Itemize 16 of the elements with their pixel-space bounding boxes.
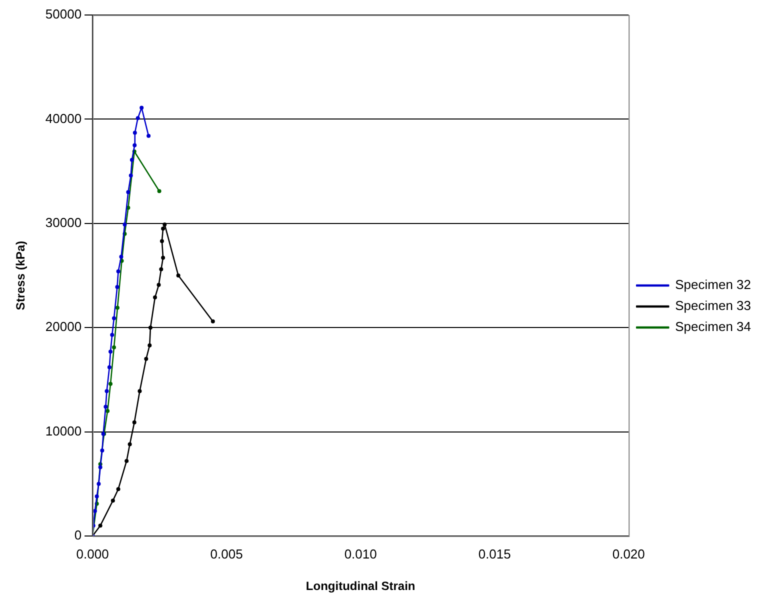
y-tick-label: 20000 xyxy=(45,319,82,334)
y-tick-label: 50000 xyxy=(45,6,82,22)
x-tick-label: 0.010 xyxy=(344,546,377,562)
y-tick-label: 0 xyxy=(74,528,82,543)
legend-label: Specimen 34 xyxy=(675,319,752,334)
x-tick-label: 0.015 xyxy=(478,546,511,562)
legend-label: Specimen 32 xyxy=(675,277,752,292)
legend-label: Specimen 33 xyxy=(675,298,752,314)
x-axis-title: Longitudinal Strain xyxy=(306,579,416,594)
x-tick-label: 0.005 xyxy=(210,546,243,562)
y-tick-label: 10000 xyxy=(45,423,82,438)
y-tick-label: 40000 xyxy=(45,110,82,126)
y-tick-label: 30000 xyxy=(45,214,82,230)
y-axis-title: Stress (kPa) xyxy=(14,240,28,310)
x-tick-label: 0.020 xyxy=(612,546,645,562)
x-tick-label: 0.000 xyxy=(76,546,109,562)
